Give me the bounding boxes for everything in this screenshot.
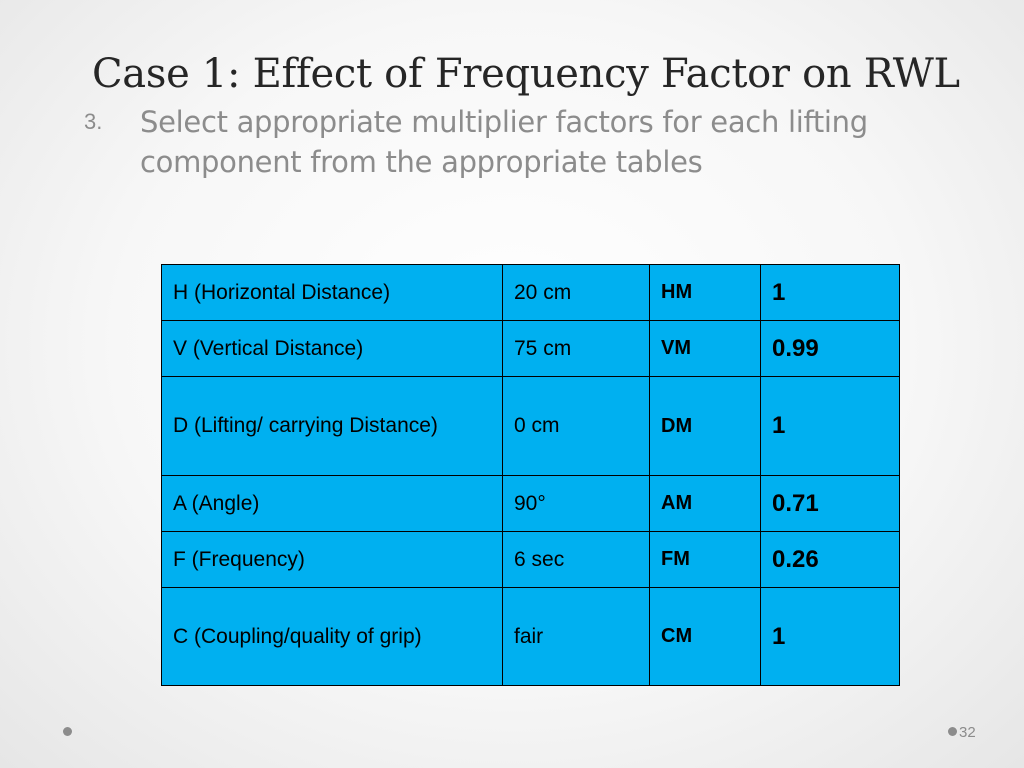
multiplier-value: 1 xyxy=(760,376,900,476)
multiplier-factor-table: H (Horizontal Distance) 20 cm HM 1 V (Ve… xyxy=(161,264,900,686)
table-row-frequency: F (Frequency) 6 sec FM 0.26 xyxy=(161,531,900,588)
table-row-distance: D (Lifting/ carrying Distance) 0 cm DM 1 xyxy=(161,376,900,476)
decorative-dot-left xyxy=(63,727,72,736)
multiplier-code: AM xyxy=(649,475,761,532)
component-label: D (Lifting/ carrying Distance) xyxy=(161,376,503,476)
step-text: Select appropriate multiplier factors fo… xyxy=(140,105,868,179)
multiplier-code: DM xyxy=(649,376,761,476)
step-number: 3. xyxy=(84,109,103,134)
multiplier-code: FM xyxy=(649,531,761,588)
decorative-dot-right xyxy=(948,727,957,736)
multiplier-value: 1 xyxy=(760,587,900,686)
multiplier-value: 1 xyxy=(760,264,900,321)
slide-number: 32 xyxy=(959,724,976,741)
component-value: 6 sec xyxy=(502,531,650,588)
component-value: 75 cm xyxy=(502,320,650,377)
multiplier-value: 0.71 xyxy=(760,475,900,532)
component-label: A (Angle) xyxy=(161,475,503,532)
component-value: 20 cm xyxy=(502,264,650,321)
table-row-angle: A (Angle) 90° AM 0.71 xyxy=(161,475,900,532)
multiplier-code: CM xyxy=(649,587,761,686)
component-label: V (Vertical Distance) xyxy=(161,320,503,377)
step-list: 3. Select appropriate multiplier factors… xyxy=(84,102,944,182)
component-value: 0 cm xyxy=(502,376,650,476)
step-item: 3. Select appropriate multiplier factors… xyxy=(84,102,944,182)
table-row-coupling: C (Coupling/quality of grip) fair CM 1 xyxy=(161,587,900,686)
multiplier-value: 0.26 xyxy=(760,531,900,588)
multiplier-code: HM xyxy=(649,264,761,321)
multiplier-code: VM xyxy=(649,320,761,377)
slide-title: Case 1: Effect of Frequency Factor on RW… xyxy=(92,51,960,97)
table-row-vertical: V (Vertical Distance) 75 cm VM 0.99 xyxy=(161,320,900,377)
table-row-horizontal: H (Horizontal Distance) 20 cm HM 1 xyxy=(161,264,900,321)
component-value: 90° xyxy=(502,475,650,532)
component-label: F (Frequency) xyxy=(161,531,503,588)
component-label: C (Coupling/quality of grip) xyxy=(161,587,503,686)
component-label: H (Horizontal Distance) xyxy=(161,264,503,321)
component-value: fair xyxy=(502,587,650,686)
multiplier-value: 0.99 xyxy=(760,320,900,377)
